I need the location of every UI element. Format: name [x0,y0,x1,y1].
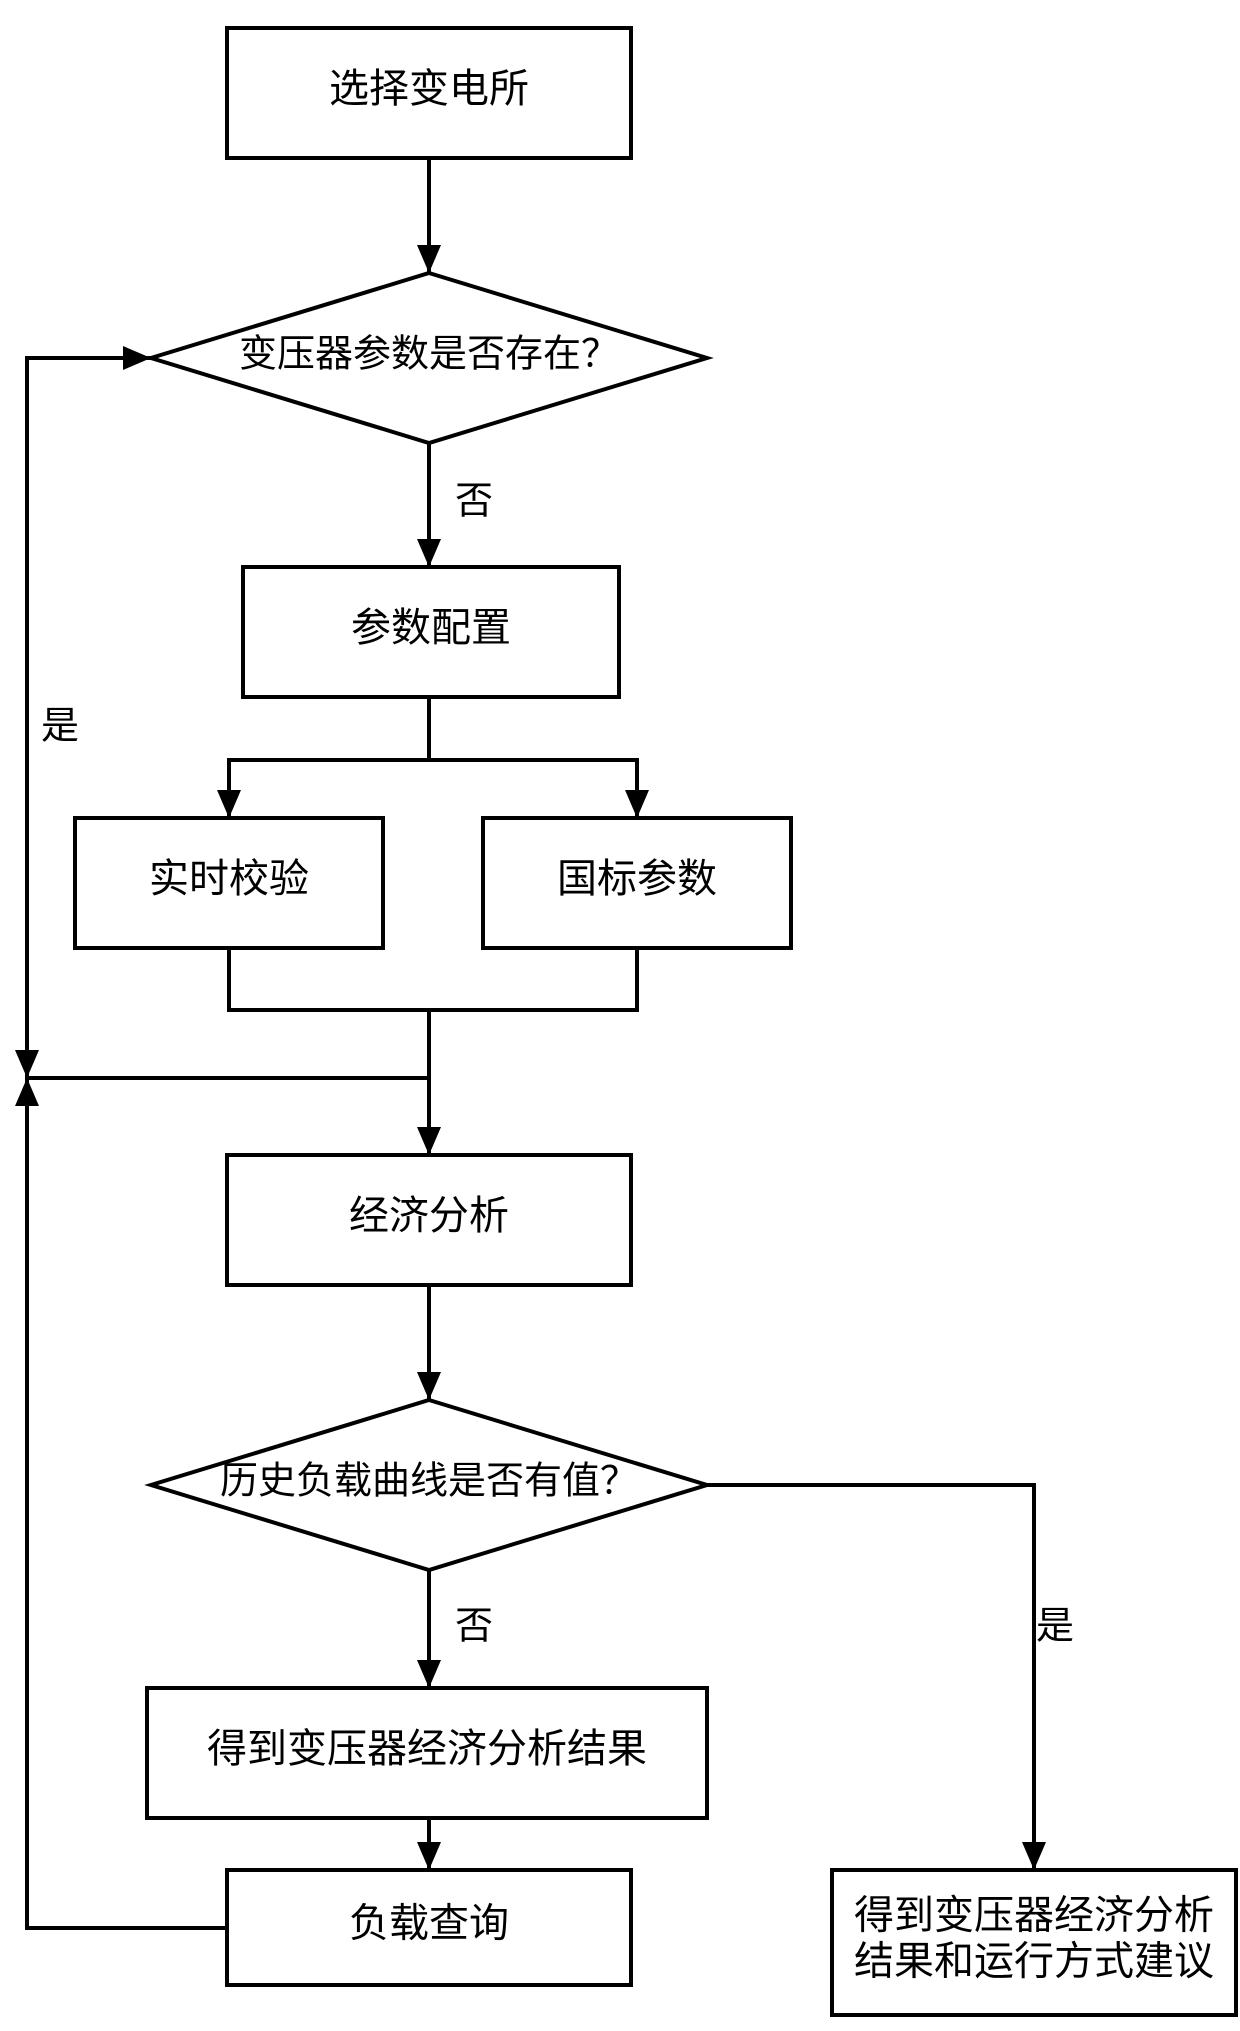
flow-edge-e3b [429,697,637,818]
flow-node-label-n4: 经济分析 [349,1193,509,1238]
flow-node-label-n6: 负载查询 [349,1901,509,1946]
flowchart-canvas: 选择变电所变压器参数是否存在？ 参数配置实时校验 国标参数经济分析历史负载曲线是否有… [0,0,1240,2031]
flow-edge-label-e_d2_no: 否 [455,1606,493,1648]
flow-node-label-n5: 得到变压器经济分析结果 [207,1726,647,1771]
flow-arrowhead-e1 [417,245,441,273]
flow-arrowhead-e3b [625,790,649,818]
flow-edge-label-e_d2_yes: 是 [1036,1606,1074,1648]
flow-node-label-n7-line1: 结果和运行方式建议 [854,1939,1214,1984]
flow-decision-label-d1: 变压器参数是否存在？ [239,334,619,376]
flow-edge-e3a [229,697,429,818]
flow-edge-label-e_d1_no: 否 [455,481,493,523]
flow-arrowhead-eY1 [15,1050,39,1078]
flow-arrowhead-eY2 [1022,1842,1046,1870]
flow-edge-label-e_d1_yes: 是 [41,706,79,748]
flow-edge-eY2 [707,1485,1034,1870]
flow-arrowhead-eL [15,1078,39,1106]
flow-arrowhead-e7 [417,1842,441,1870]
flow-node-label-n3b: 国标参数 [557,856,717,901]
flow-edge-e4b [429,948,637,1010]
flow-edge-e4a [229,948,429,1010]
flow-arrowhead-e5 [417,1372,441,1400]
flow-node-label-n7-line0: 得到变压器经济分析 [854,1893,1214,1938]
flow-arrowhead-e3a [217,790,241,818]
flow-node-label-n1: 选择变电所 [329,66,529,111]
flow-node-label-n2: 参数配置 [351,605,511,650]
flow-arrowhead-e6 [417,1660,441,1688]
flow-node-label-n3a: 实时校验 [149,856,309,901]
flow-arrowhead-e4c [417,1127,441,1155]
flow-decision-label-d2: 历史负载曲线是否有值？ [220,1461,638,1503]
flow-arrowhead-e2 [417,539,441,567]
